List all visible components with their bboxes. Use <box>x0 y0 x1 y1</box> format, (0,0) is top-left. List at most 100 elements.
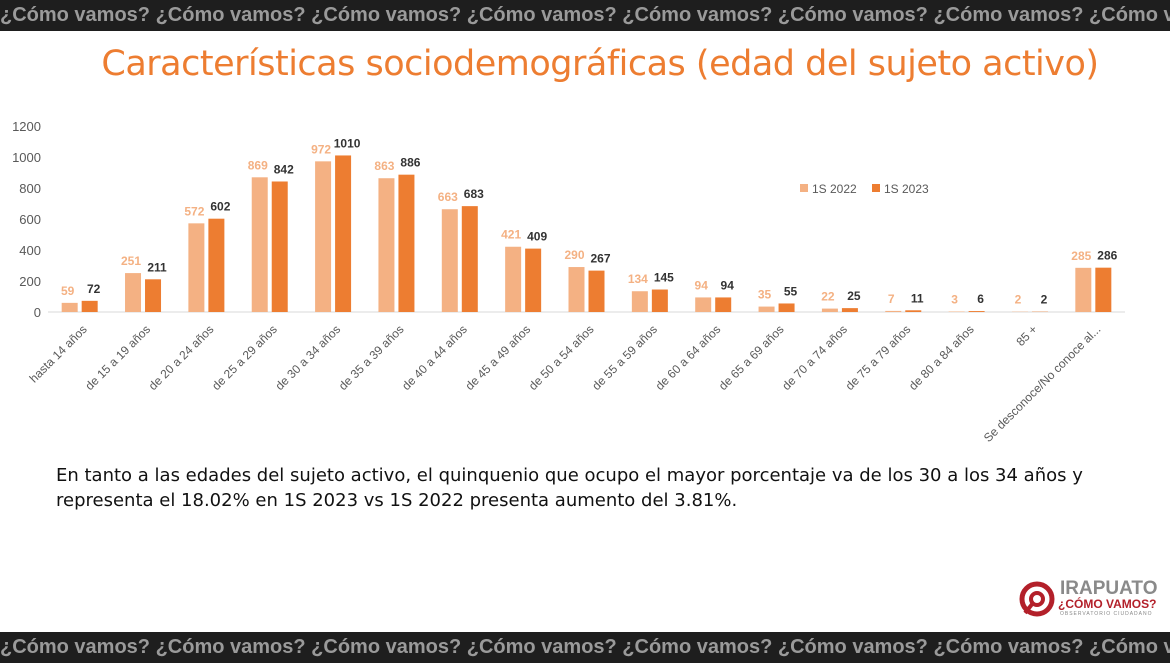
x-tick-label: de 80 a 84 años <box>906 322 977 393</box>
bar-1S-2022 <box>188 223 205 312</box>
y-tick-label: 600 <box>19 212 41 227</box>
x-tick-label: hasta 14 años <box>27 322 90 385</box>
legend-swatch <box>872 184 880 192</box>
data-label: 869 <box>248 158 268 172</box>
data-label: 409 <box>527 230 547 244</box>
data-label: 3 <box>951 293 958 307</box>
data-label: 663 <box>438 190 458 204</box>
bar-1S-2022 <box>1075 267 1092 312</box>
legend-label: 1S 2023 <box>884 182 929 196</box>
data-label: 94 <box>695 278 709 292</box>
data-label: 72 <box>87 282 101 296</box>
bar-1S-2022 <box>695 297 712 312</box>
bar-1S-2022 <box>631 291 648 312</box>
bar-1S-2023 <box>588 270 605 312</box>
bar-1S-2023 <box>841 308 858 312</box>
x-tick-label: de 50 a 54 años <box>526 322 597 393</box>
bar-1S-2022 <box>885 310 902 312</box>
bar-1S-2023 <box>525 248 542 312</box>
data-label: 22 <box>821 290 835 304</box>
bar-1S-2023 <box>145 279 162 312</box>
bar-1S-2022 <box>758 306 775 312</box>
data-label: 2 <box>1041 293 1048 307</box>
x-tick-label: de 60 a 64 años <box>653 322 724 393</box>
data-label: 421 <box>501 228 521 242</box>
x-tick-label: de 15 a 19 años <box>82 322 153 393</box>
data-label: 267 <box>590 252 610 266</box>
data-label: 145 <box>654 271 674 285</box>
bar-1S-2023 <box>271 181 288 312</box>
bar-1S-2023 <box>778 303 795 312</box>
logo-icon <box>1019 581 1055 617</box>
y-tick-label: 200 <box>19 274 41 289</box>
data-label: 11 <box>911 291 924 305</box>
summary-text: En tanto a las edades del sujeto activo,… <box>56 465 1083 511</box>
x-tick-label: de 35 a 39 años <box>336 322 407 393</box>
data-label: 602 <box>210 200 230 214</box>
x-tick-label: de 25 a 29 años <box>209 322 280 393</box>
bar-1S-2022 <box>251 177 268 312</box>
data-label: 134 <box>628 272 648 286</box>
data-label: 35 <box>758 288 772 302</box>
top-banner: ¿Cómo vamos? ¿Cómo vamos? ¿Cómo vamos? ¿… <box>0 0 1170 31</box>
bar-1S-2022 <box>125 273 142 312</box>
legend-label: 1S 2022 <box>812 182 857 196</box>
data-label: 842 <box>274 162 294 176</box>
data-label: 286 <box>1097 249 1117 263</box>
bar-1S-2023 <box>715 297 732 312</box>
bar-1S-2022 <box>315 161 332 312</box>
x-tick-label: de 45 a 49 años <box>463 322 534 393</box>
data-label: 2 <box>1015 293 1022 307</box>
bar-1S-2023 <box>208 218 225 312</box>
x-tick-label: de 20 a 24 años <box>146 322 217 393</box>
data-label: 251 <box>121 254 141 268</box>
logo-line1: IRAPUATO <box>1060 578 1158 599</box>
data-label: 55 <box>784 284 798 298</box>
logo: IRAPUATO ¿CÓMO VAMOS? OBSERVATORIO CIUDA… <box>1018 578 1158 618</box>
bar-1S-2023 <box>968 311 985 312</box>
data-label: 7 <box>888 292 895 306</box>
bar-1S-2023 <box>905 310 922 312</box>
bar-1S-2023 <box>651 289 668 312</box>
bar-1S-2023 <box>398 174 415 312</box>
bar-1S-2022 <box>61 302 78 312</box>
bar-1S-2023 <box>1095 267 1112 312</box>
data-label: 285 <box>1071 249 1091 263</box>
bar-1S-2023 <box>81 300 98 312</box>
bar-1S-2022 <box>821 308 838 312</box>
logo-line2: ¿CÓMO VAMOS? <box>1058 597 1157 611</box>
bar-1S-2023 <box>335 155 352 312</box>
y-tick-label: 400 <box>19 243 41 258</box>
y-tick-label: 1200 <box>12 119 41 134</box>
x-tick-label: de 40 a 44 años <box>399 322 470 393</box>
x-tick-label: de 55 a 59 años <box>589 322 660 393</box>
x-tick-label: de 65 a 69 años <box>716 322 787 393</box>
x-tick-label: 85 + <box>1013 322 1040 349</box>
bar-1S-2022 <box>441 209 458 312</box>
y-tick-label: 800 <box>19 181 41 196</box>
logo-line3: OBSERVATORIO CIUDADANO <box>1060 611 1153 617</box>
x-tick-label: de 30 a 34 años <box>272 322 343 393</box>
bottom-banner: ¿Cómo vamos? ¿Cómo vamos? ¿Cómo vamos? ¿… <box>0 632 1170 663</box>
data-label: 290 <box>564 248 584 262</box>
data-label: 94 <box>721 278 735 292</box>
legend-swatch <box>800 184 808 192</box>
bar-1S-2022 <box>568 267 585 312</box>
data-label: 6 <box>977 292 984 306</box>
bar-1S-2022 <box>378 178 395 312</box>
bar-1S-2023 <box>461 206 478 312</box>
data-label: 683 <box>464 187 484 201</box>
data-label: 972 <box>311 142 331 156</box>
data-label: 1010 <box>334 136 361 150</box>
data-label: 59 <box>61 284 75 298</box>
x-tick-label: Se desconoce/No conoce al... <box>981 322 1104 445</box>
data-label: 211 <box>147 260 167 274</box>
x-tick-label: de 75 a 79 años <box>843 322 914 393</box>
x-tick-label: de 70 a 74 años <box>779 322 850 393</box>
data-label: 25 <box>847 289 861 303</box>
y-tick-label: 0 <box>34 305 41 320</box>
data-label: 572 <box>184 204 204 218</box>
bar-1S-2022 <box>505 246 522 312</box>
data-label: 863 <box>374 159 394 173</box>
